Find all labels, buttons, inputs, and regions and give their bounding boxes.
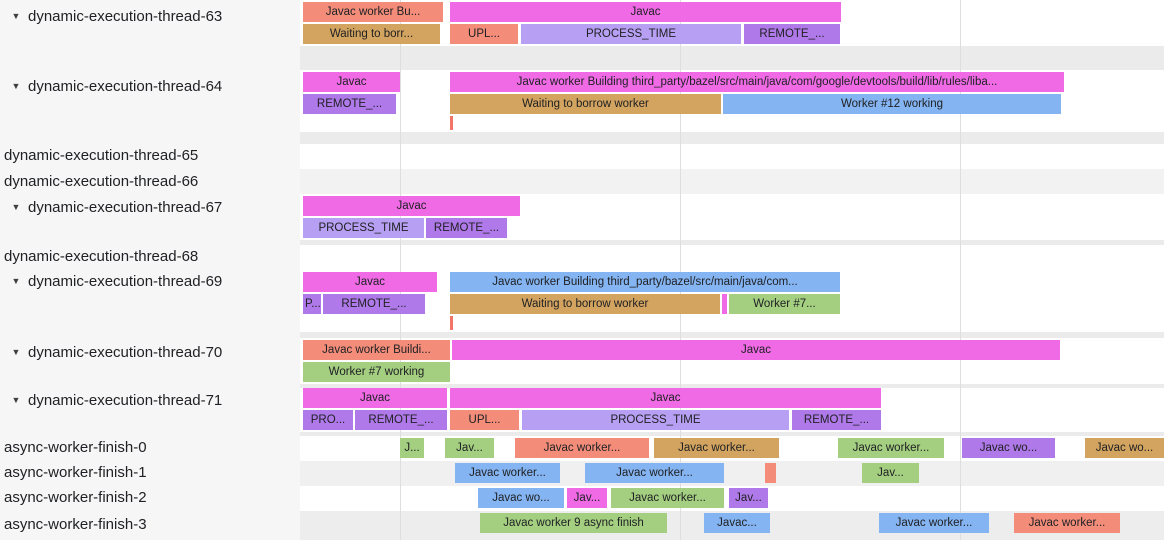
collapse-arrow-icon[interactable]: ▼ [11, 276, 21, 286]
instant-event-tick[interactable] [450, 316, 453, 330]
row-stripe [300, 432, 1164, 436]
row-stripe [300, 384, 1164, 388]
trace-slice[interactable]: Javac worker... [611, 488, 724, 508]
row-stripe [300, 46, 1164, 70]
track-label: dynamic-execution-thread-66 [0, 171, 298, 191]
track-label: async-worker-finish-3 [0, 514, 298, 534]
time-gridline [400, 0, 401, 540]
track-name: dynamic-execution-thread-63 [28, 7, 223, 25]
trace-slice[interactable]: REMOTE_... [323, 294, 425, 314]
trace-slice[interactable]: Javac worker Building third_party/bazel/… [450, 72, 1064, 92]
track-name: dynamic-execution-thread-65 [4, 146, 199, 164]
trace-slice[interactable]: Javac wo... [478, 488, 564, 508]
trace-slice[interactable]: REMOTE_... [744, 24, 840, 44]
track-label: async-worker-finish-0 [0, 437, 298, 457]
row-stripe [300, 332, 1164, 338]
track-label[interactable]: ▼ dynamic-execution-thread-67 [0, 197, 298, 217]
trace-slice[interactable]: J... [400, 438, 424, 458]
track-label[interactable]: ▼ dynamic-execution-thread-71 [0, 390, 298, 410]
track-name: dynamic-execution-thread-70 [28, 343, 223, 361]
trace-slice[interactable]: Javac [303, 72, 400, 92]
track-label[interactable]: ▼ dynamic-execution-thread-63 [0, 6, 298, 26]
trace-slice[interactable]: Javac [450, 388, 881, 408]
trace-slice[interactable]: Javac worker 9 async finish [480, 513, 667, 533]
trace-slice[interactable]: Worker #12 working [723, 94, 1061, 114]
track-name-panel [0, 0, 300, 540]
trace-slice[interactable]: Javac worker... [455, 463, 560, 483]
track-label[interactable]: ▼ dynamic-execution-thread-70 [0, 342, 298, 362]
trace-slice[interactable]: Waiting to borrow worker [450, 94, 721, 114]
trace-slice[interactable]: PROCESS_TIME [303, 218, 424, 238]
row-stripe [300, 132, 1164, 144]
trace-slice[interactable]: Javac wo... [1085, 438, 1164, 458]
track-name: dynamic-execution-thread-66 [4, 172, 199, 190]
track-label: async-worker-finish-2 [0, 487, 298, 507]
trace-slice[interactable]: Jav... [862, 463, 919, 483]
track-name: dynamic-execution-thread-68 [4, 247, 199, 265]
trace-slice[interactable]: Javac [450, 2, 841, 22]
collapse-arrow-icon[interactable]: ▼ [11, 81, 21, 91]
trace-slice[interactable]: Javac worker... [838, 438, 944, 458]
track-name: dynamic-execution-thread-69 [28, 272, 223, 290]
track-name: async-worker-finish-2 [4, 488, 147, 506]
track-label[interactable]: ▼ dynamic-execution-thread-64 [0, 76, 298, 96]
trace-slice[interactable]: P... [303, 294, 321, 314]
track-name: dynamic-execution-thread-71 [28, 391, 223, 409]
trace-slice[interactable]: Jav... [567, 488, 607, 508]
trace-slice[interactable]: Javac worker... [879, 513, 989, 533]
row-stripe [300, 461, 1164, 486]
trace-slice[interactable] [722, 294, 727, 314]
trace-slice[interactable]: Javac [303, 196, 520, 216]
trace-slice[interactable]: REMOTE_... [303, 94, 396, 114]
trace-slice[interactable]: Javac worker... [515, 438, 649, 458]
collapse-arrow-icon[interactable]: ▼ [11, 347, 21, 357]
trace-slice[interactable]: Waiting to borrow worker [450, 294, 720, 314]
track-label[interactable]: ▼ dynamic-execution-thread-69 [0, 271, 298, 291]
track-name: async-worker-finish-0 [4, 438, 147, 456]
trace-slice[interactable]: PRO... [303, 410, 353, 430]
trace-slice[interactable]: REMOTE_... [426, 218, 507, 238]
track-name: async-worker-finish-3 [4, 515, 147, 533]
trace-slice[interactable]: PROCESS_TIME [522, 410, 789, 430]
trace-slice[interactable]: Waiting to borr... [303, 24, 440, 44]
trace-slice[interactable]: PROCESS_TIME [521, 24, 741, 44]
trace-slice[interactable]: REMOTE_... [355, 410, 447, 430]
trace-slice[interactable]: Javac... [704, 513, 770, 533]
trace-slice[interactable]: Javac wo... [962, 438, 1055, 458]
trace-slice[interactable]: Worker #7 working [303, 362, 450, 382]
trace-slice[interactable]: Javac worker... [654, 438, 779, 458]
collapse-arrow-icon[interactable]: ▼ [11, 202, 21, 212]
row-stripe [300, 169, 1164, 194]
trace-slice[interactable]: Worker #7... [729, 294, 840, 314]
trace-slice[interactable]: UPL... [450, 24, 518, 44]
trace-slice[interactable]: Javac worker Building third_party/bazel/… [450, 272, 840, 292]
trace-slice[interactable]: Jav... [729, 488, 768, 508]
track-name: dynamic-execution-thread-67 [28, 198, 223, 216]
time-gridline [960, 0, 961, 540]
trace-slice[interactable]: Javac worker Buildi... [303, 340, 450, 360]
trace-slice[interactable]: Javac [303, 388, 447, 408]
trace-slice[interactable]: Javac [452, 340, 1060, 360]
track-label: async-worker-finish-1 [0, 462, 298, 482]
trace-slice[interactable]: Jav... [445, 438, 494, 458]
collapse-arrow-icon[interactable]: ▼ [11, 395, 21, 405]
row-stripe [300, 240, 1164, 245]
trace-slice[interactable]: REMOTE_... [792, 410, 881, 430]
trace-slice[interactable]: Javac [303, 272, 437, 292]
time-gridline [680, 0, 681, 540]
collapse-arrow-icon[interactable]: ▼ [11, 11, 21, 21]
trace-slice[interactable]: UPL... [450, 410, 519, 430]
trace-slice[interactable]: Javac worker Bu... [303, 2, 443, 22]
track-name: dynamic-execution-thread-64 [28, 77, 223, 95]
track-name: async-worker-finish-1 [4, 463, 147, 481]
track-label: dynamic-execution-thread-65 [0, 145, 298, 165]
instant-event-tick[interactable] [450, 116, 453, 130]
trace-slice[interactable] [765, 463, 776, 483]
track-label: dynamic-execution-thread-68 [0, 246, 298, 266]
trace-slice[interactable]: Javac worker... [1014, 513, 1120, 533]
trace-slice[interactable]: Javac worker... [585, 463, 724, 483]
